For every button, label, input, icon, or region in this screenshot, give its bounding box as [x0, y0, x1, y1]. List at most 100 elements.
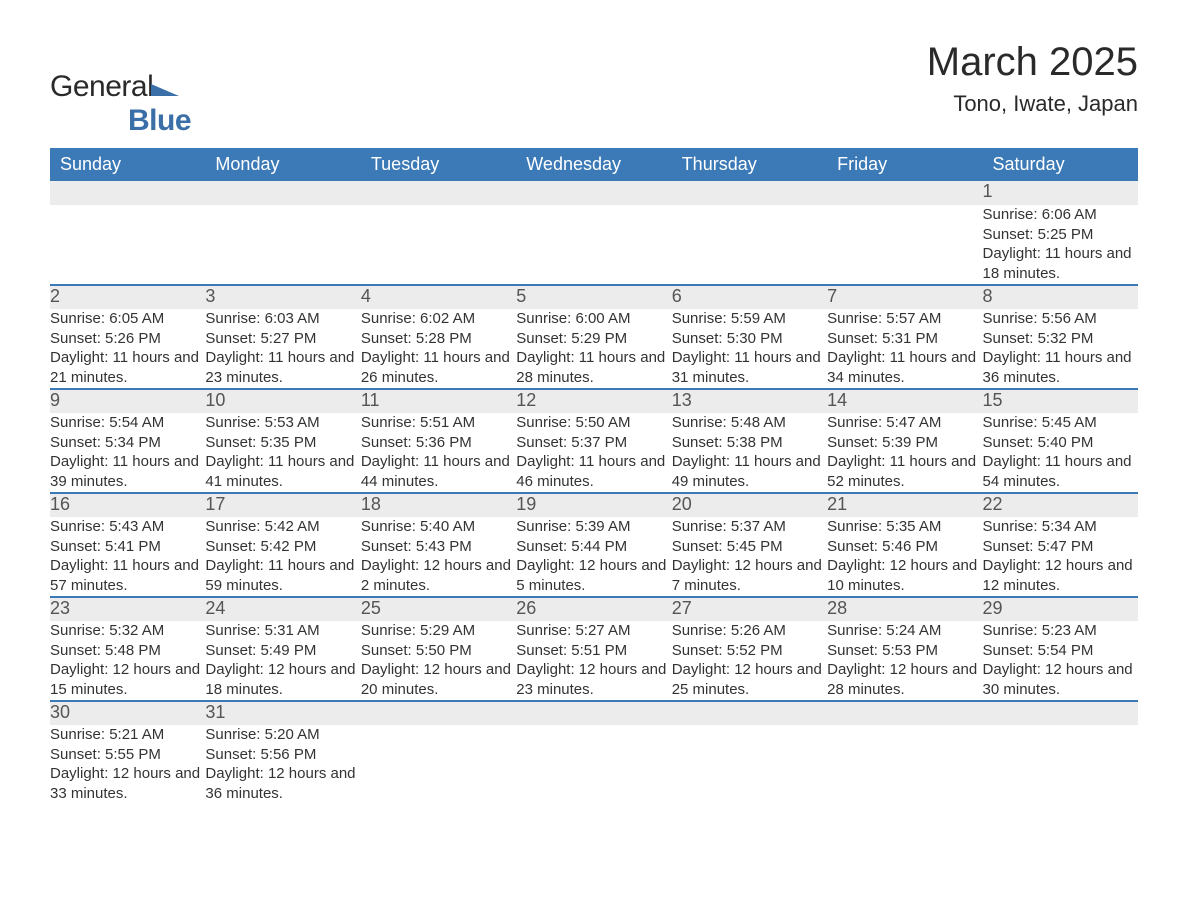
calendar-table: SundayMondayTuesdayWednesdayThursdayFrid…: [50, 148, 1138, 805]
day-data-cell: Sunrise: 6:02 AMSunset: 5:28 PMDaylight:…: [361, 309, 516, 389]
day-data-cell: Sunrise: 5:43 AMSunset: 5:41 PMDaylight:…: [50, 517, 205, 597]
day-number-cell: 25: [361, 597, 516, 621]
day-number-cell: 24: [205, 597, 360, 621]
daylight-line: Daylight: 11 hours and 23 minutes.: [205, 348, 360, 387]
day-number-cell: 1: [983, 181, 1138, 205]
sunrise-line: Sunrise: 6:06 AM: [983, 205, 1138, 225]
sunset-line: Sunset: 5:41 PM: [50, 537, 205, 557]
sunrise-line: Sunrise: 6:05 AM: [50, 309, 205, 329]
sunrise-line: Sunrise: 5:51 AM: [361, 413, 516, 433]
day-data-cell: [672, 205, 827, 285]
day-data-cell: Sunrise: 5:42 AMSunset: 5:42 PMDaylight:…: [205, 517, 360, 597]
weekday-header: Sunday: [50, 148, 205, 181]
daylight-line: Daylight: 12 hours and 30 minutes.: [983, 660, 1138, 699]
daylight-line: Daylight: 11 hours and 31 minutes.: [672, 348, 827, 387]
sunset-line: Sunset: 5:29 PM: [516, 329, 671, 349]
sunrise-line: Sunrise: 5:21 AM: [50, 725, 205, 745]
daylight-line: Daylight: 12 hours and 10 minutes.: [827, 556, 982, 595]
daylight-line: Daylight: 12 hours and 18 minutes.: [205, 660, 360, 699]
sunrise-line: Sunrise: 5:32 AM: [50, 621, 205, 641]
day-number-cell: 28: [827, 597, 982, 621]
day-data-row: Sunrise: 6:05 AMSunset: 5:26 PMDaylight:…: [50, 309, 1138, 389]
sunrise-line: Sunrise: 5:42 AM: [205, 517, 360, 537]
sunset-line: Sunset: 5:47 PM: [983, 537, 1138, 557]
daylight-line: Daylight: 11 hours and 52 minutes.: [827, 452, 982, 491]
sunset-line: Sunset: 5:50 PM: [361, 641, 516, 661]
daylight-line: Daylight: 12 hours and 15 minutes.: [50, 660, 205, 699]
weekday-header: Thursday: [672, 148, 827, 181]
weekday-header-row: SundayMondayTuesdayWednesdayThursdayFrid…: [50, 148, 1138, 181]
daylight-line: Daylight: 11 hours and 21 minutes.: [50, 348, 205, 387]
day-number-cell: 5: [516, 285, 671, 309]
day-number-cell: [983, 701, 1138, 725]
logo-flag-icon: [151, 70, 179, 104]
sunset-line: Sunset: 5:54 PM: [983, 641, 1138, 661]
day-data-cell: [827, 205, 982, 285]
daylight-line: Daylight: 11 hours and 54 minutes.: [983, 452, 1138, 491]
sunrise-line: Sunrise: 5:29 AM: [361, 621, 516, 641]
day-number-cell: 6: [672, 285, 827, 309]
day-number-cell: [361, 701, 516, 725]
daylight-line: Daylight: 12 hours and 5 minutes.: [516, 556, 671, 595]
day-data-cell: Sunrise: 6:05 AMSunset: 5:26 PMDaylight:…: [50, 309, 205, 389]
day-number-cell: 21: [827, 493, 982, 517]
day-data-cell: [827, 725, 982, 805]
day-data-cell: [205, 205, 360, 285]
sunrise-line: Sunrise: 5:50 AM: [516, 413, 671, 433]
day-data-row: Sunrise: 6:06 AMSunset: 5:25 PMDaylight:…: [50, 205, 1138, 285]
day-number-cell: 7: [827, 285, 982, 309]
day-number-cell: 2: [50, 285, 205, 309]
day-number-cell: [516, 701, 671, 725]
day-number-cell: 8: [983, 285, 1138, 309]
day-data-cell: [361, 725, 516, 805]
day-number-cell: [205, 181, 360, 205]
sunset-line: Sunset: 5:56 PM: [205, 745, 360, 765]
day-number-cell: 11: [361, 389, 516, 413]
day-number-cell: 23: [50, 597, 205, 621]
daylight-line: Daylight: 11 hours and 46 minutes.: [516, 452, 671, 491]
day-number-cell: 29: [983, 597, 1138, 621]
daylight-line: Daylight: 11 hours and 34 minutes.: [827, 348, 982, 387]
day-data-cell: Sunrise: 5:20 AMSunset: 5:56 PMDaylight:…: [205, 725, 360, 805]
sunset-line: Sunset: 5:27 PM: [205, 329, 360, 349]
sunrise-line: Sunrise: 5:54 AM: [50, 413, 205, 433]
weekday-header: Wednesday: [516, 148, 671, 181]
sunrise-line: Sunrise: 6:03 AM: [205, 309, 360, 329]
day-number-row: 9101112131415: [50, 389, 1138, 413]
sunset-line: Sunset: 5:38 PM: [672, 433, 827, 453]
daylight-line: Daylight: 12 hours and 12 minutes.: [983, 556, 1138, 595]
day-data-cell: Sunrise: 5:31 AMSunset: 5:49 PMDaylight:…: [205, 621, 360, 701]
location: Tono, Iwate, Japan: [927, 91, 1138, 117]
day-data-cell: Sunrise: 5:23 AMSunset: 5:54 PMDaylight:…: [983, 621, 1138, 701]
day-number-cell: 27: [672, 597, 827, 621]
sunrise-line: Sunrise: 5:47 AM: [827, 413, 982, 433]
daylight-line: Daylight: 12 hours and 25 minutes.: [672, 660, 827, 699]
sunrise-line: Sunrise: 5:26 AM: [672, 621, 827, 641]
day-number-cell: 31: [205, 701, 360, 725]
sunrise-line: Sunrise: 5:34 AM: [983, 517, 1138, 537]
daylight-line: Daylight: 12 hours and 36 minutes.: [205, 764, 360, 803]
day-number-row: 16171819202122: [50, 493, 1138, 517]
day-data-row: Sunrise: 5:32 AMSunset: 5:48 PMDaylight:…: [50, 621, 1138, 701]
daylight-line: Daylight: 11 hours and 18 minutes.: [983, 244, 1138, 283]
sunrise-line: Sunrise: 5:20 AM: [205, 725, 360, 745]
sunset-line: Sunset: 5:28 PM: [361, 329, 516, 349]
sunrise-line: Sunrise: 5:24 AM: [827, 621, 982, 641]
day-number-cell: 13: [672, 389, 827, 413]
sunset-line: Sunset: 5:46 PM: [827, 537, 982, 557]
day-data-cell: Sunrise: 5:35 AMSunset: 5:46 PMDaylight:…: [827, 517, 982, 597]
day-data-cell: Sunrise: 5:40 AMSunset: 5:43 PMDaylight:…: [361, 517, 516, 597]
sunrise-line: Sunrise: 5:31 AM: [205, 621, 360, 641]
day-data-row: Sunrise: 5:54 AMSunset: 5:34 PMDaylight:…: [50, 413, 1138, 493]
daylight-line: Daylight: 11 hours and 57 minutes.: [50, 556, 205, 595]
day-data-cell: Sunrise: 5:21 AMSunset: 5:55 PMDaylight:…: [50, 725, 205, 805]
daylight-line: Daylight: 12 hours and 7 minutes.: [672, 556, 827, 595]
sunset-line: Sunset: 5:52 PM: [672, 641, 827, 661]
day-number-cell: [361, 181, 516, 205]
day-number-cell: [516, 181, 671, 205]
day-data-cell: [983, 725, 1138, 805]
weekday-header: Friday: [827, 148, 982, 181]
weekday-header: Tuesday: [361, 148, 516, 181]
sunrise-line: Sunrise: 5:43 AM: [50, 517, 205, 537]
day-data-cell: Sunrise: 6:03 AMSunset: 5:27 PMDaylight:…: [205, 309, 360, 389]
